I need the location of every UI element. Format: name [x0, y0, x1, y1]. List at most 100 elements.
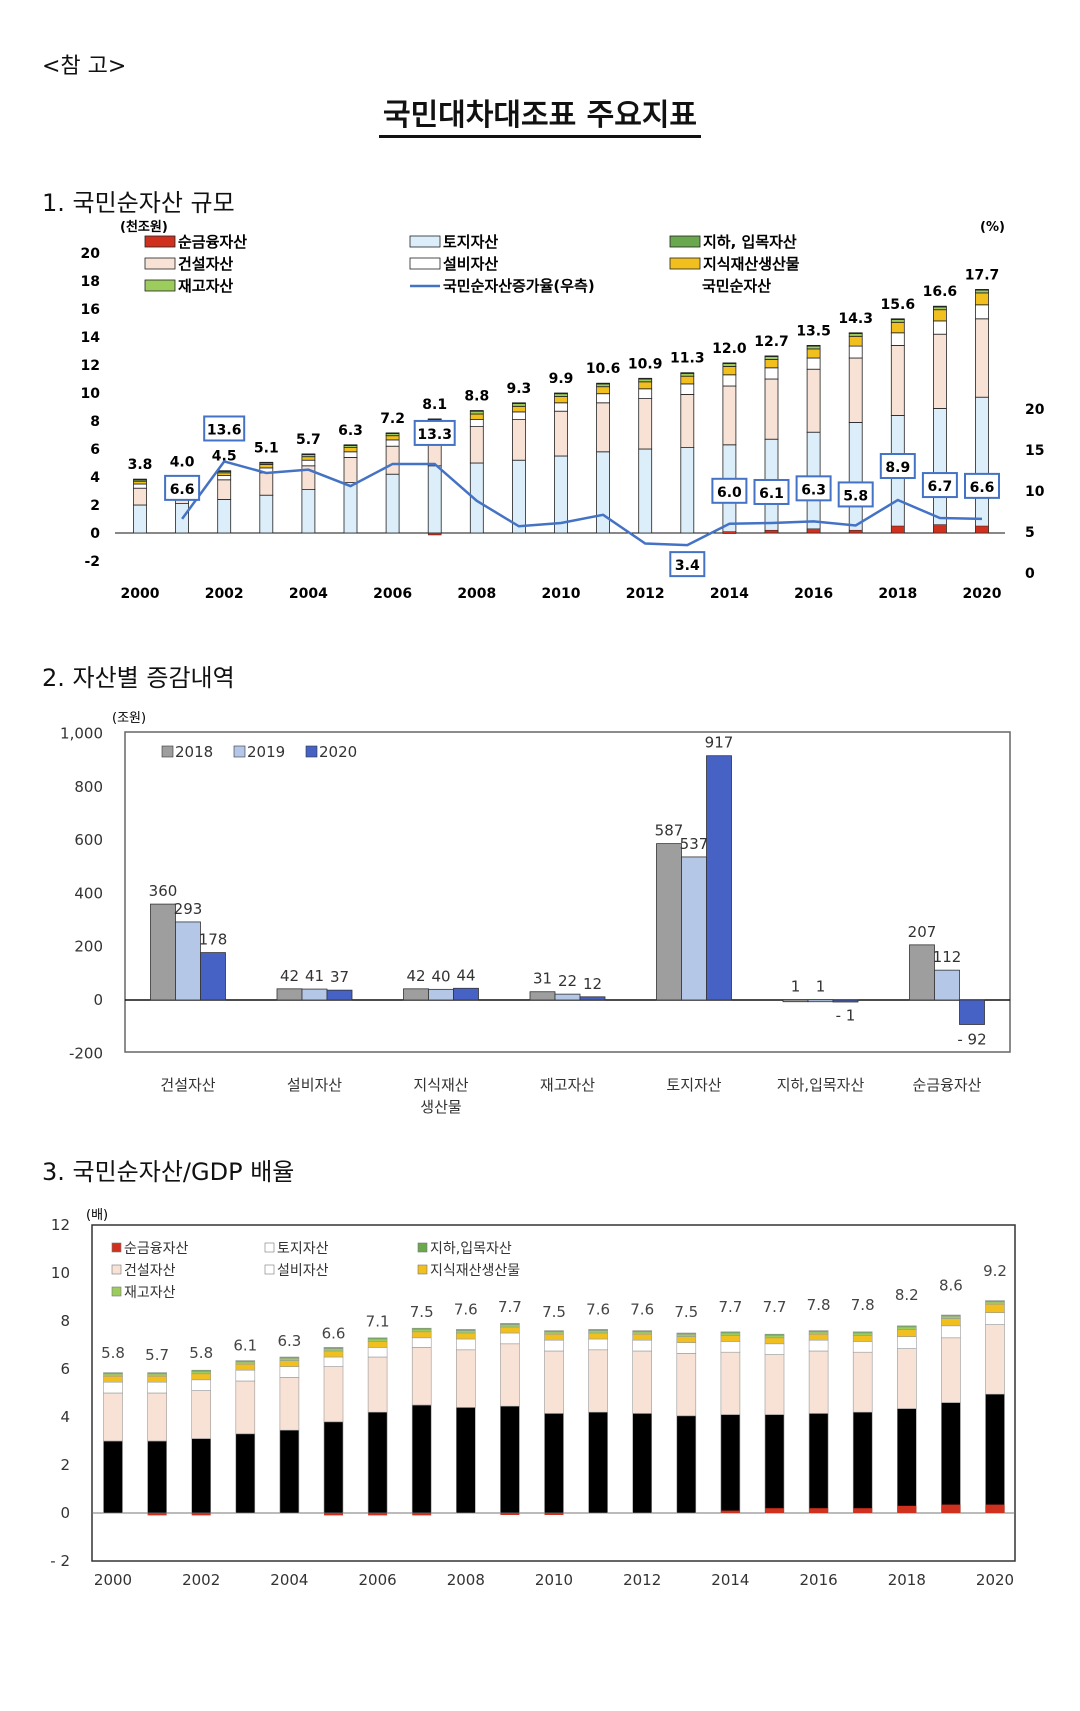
- bar-segment: [279, 1356, 300, 1359]
- bar-segment: [596, 383, 610, 388]
- bar-segment: [279, 1360, 300, 1367]
- y-tick-label: 12: [81, 358, 100, 374]
- bar-segment: [343, 451, 358, 458]
- bar-segment: [500, 1332, 520, 1345]
- bar-segment: [848, 332, 863, 334]
- legend-label: 재고자산: [124, 1285, 176, 1301]
- bar-segment: [852, 1331, 873, 1334]
- bar-segment: [279, 1377, 300, 1431]
- bar: [554, 993, 581, 1001]
- bar-segment: [554, 393, 568, 397]
- total-label: 10.9: [628, 356, 663, 372]
- legend-label: 순금융자산: [178, 233, 247, 251]
- bar-segment: [411, 1327, 432, 1330]
- x-tick-label: 2018: [888, 1571, 926, 1589]
- bar-segment: [852, 1335, 873, 1342]
- bar-segment: [235, 1361, 256, 1365]
- bar-segment: [808, 1413, 829, 1514]
- category-label: 지하,입목자산: [777, 1076, 865, 1094]
- bar-segment: [632, 1339, 653, 1352]
- legend-swatch: [111, 1286, 122, 1297]
- bar-segment: [676, 1336, 697, 1343]
- bar: [301, 988, 328, 1001]
- y-axis-unit: (조원): [112, 711, 146, 726]
- growth-label-box: [964, 472, 1000, 499]
- bar: [807, 999, 834, 1003]
- bar: [656, 843, 682, 1001]
- data-label: 37: [330, 968, 349, 986]
- bar-segment: [722, 363, 737, 367]
- data-label: 917: [705, 734, 734, 752]
- data-label: 360: [149, 882, 178, 900]
- bar-segment: [848, 335, 863, 347]
- legend-swatch: [409, 257, 441, 270]
- bar-segment: [632, 1331, 653, 1335]
- bar-segment: [806, 344, 821, 347]
- bar-segment: [933, 309, 947, 322]
- bar-segment: [385, 473, 400, 534]
- plot-frame: [124, 731, 1011, 1053]
- bar-segment: [147, 1440, 167, 1514]
- bar-segment: [680, 372, 695, 377]
- category-label: 토지자산: [666, 1076, 721, 1094]
- y-tick-label: -200: [69, 1044, 103, 1062]
- total-label: 9.3: [506, 381, 531, 397]
- bar-segment: [103, 1373, 123, 1377]
- bar-segment: [596, 451, 610, 534]
- bar-segment: [191, 1438, 211, 1514]
- bar-segment: [722, 362, 737, 364]
- bar-segment: [852, 1332, 873, 1336]
- x-tick-label: 2014: [710, 586, 749, 602]
- legend-swatch: [111, 1264, 122, 1275]
- total-label: 7.7: [498, 1298, 522, 1316]
- bar-segment: [806, 368, 821, 433]
- bar-segment: [368, 1513, 388, 1516]
- total-label: 8.6: [939, 1277, 963, 1295]
- y-tick-label: 2: [90, 498, 100, 514]
- bar-segment: [235, 1433, 256, 1514]
- total-label: 7.6: [454, 1301, 478, 1319]
- total-label: 7.2: [380, 411, 405, 427]
- legend-label: 지하, 입목자산: [703, 233, 797, 251]
- legend-label: 지식재산생산물: [430, 1263, 520, 1279]
- category-label: 생산물: [420, 1098, 461, 1116]
- bar-segment: [890, 344, 905, 416]
- total-label: 13.5: [796, 323, 831, 339]
- bar-segment: [933, 320, 947, 335]
- bar-segment: [676, 1353, 697, 1417]
- bar-segment: [848, 421, 863, 534]
- total-label: 5.8: [101, 1344, 125, 1362]
- total-label: 3.8: [128, 457, 153, 473]
- bar-segment: [890, 318, 905, 320]
- total-label: 7.6: [630, 1301, 654, 1319]
- bar-segment: [941, 1402, 961, 1514]
- growth-label-box: [753, 478, 790, 505]
- bar-segment: [217, 475, 232, 481]
- bar-segment: [806, 357, 821, 370]
- x-tick-label: 2006: [373, 586, 412, 602]
- bar-segment: [544, 1339, 564, 1352]
- bar-segment: [500, 1513, 520, 1515]
- section-1-title: 1. 국민순자산 규모: [42, 189, 235, 217]
- bar-segment: [596, 382, 610, 385]
- bar-segment: [808, 1330, 829, 1333]
- total-label: 6.1: [233, 1337, 257, 1355]
- total-label: 7.5: [542, 1303, 566, 1321]
- bar-segment: [596, 386, 610, 395]
- bar-segment: [896, 1336, 917, 1349]
- bar: [175, 921, 201, 1001]
- legend-swatch: [409, 235, 441, 248]
- bar: [276, 988, 303, 1001]
- x-tick-label: 2012: [626, 586, 665, 602]
- legend-swatch: [264, 1264, 275, 1275]
- y-axis-unit: (천조원): [120, 220, 168, 235]
- bar-segment: [897, 1505, 917, 1513]
- total-label: 6.3: [277, 1332, 301, 1350]
- y2-tick-label: 5: [1025, 525, 1035, 541]
- bar-segment: [680, 393, 695, 448]
- bar-segment: [544, 1513, 564, 1515]
- bar-segment: [103, 1440, 123, 1514]
- bar-segment: [941, 1325, 961, 1339]
- growth-label-box: [669, 551, 706, 578]
- data-label: 207: [908, 923, 937, 941]
